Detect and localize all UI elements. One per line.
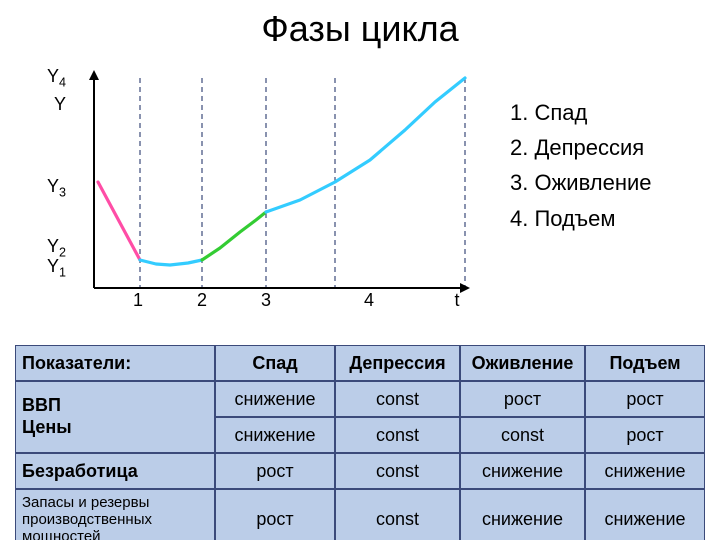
phase-1: 1. Спад [510,95,652,130]
table-row: Безработица рост const снижение снижение [15,453,705,489]
table-row: Запасы и резервы производственных мощнос… [15,489,705,540]
table-row: ВВП Цены снижение const рост рост [15,381,705,417]
header-growth: Подъем [585,345,705,381]
row-gdp-prices: ВВП Цены [15,381,215,453]
indicators-table: Показатели: Спад Депрессия Оживление Под… [15,345,705,540]
header-recovery: Оживление [460,345,585,381]
phase-list: 1. Спад 2. Депрессия 3. Оживление 4. Под… [510,95,652,236]
row-unemployment: Безработица [15,453,215,489]
phase-3: 3. Оживление [510,165,652,200]
header-spad: Спад [215,345,335,381]
phase-4: 4. Подъем [510,201,652,236]
phase-chart: Y4 Y Y3 Y2 Y1 1 2 3 4 t [70,70,470,305]
slide-title: Фазы цикла [0,8,720,50]
header-indicators: Показатели: [15,345,215,381]
header-depression: Депрессия [335,345,460,381]
phase-2: 2. Депрессия [510,130,652,165]
row-reserves: Запасы и резервы производственных мощнос… [15,489,215,540]
table-header-row: Показатели: Спад Депрессия Оживление Под… [15,345,705,381]
